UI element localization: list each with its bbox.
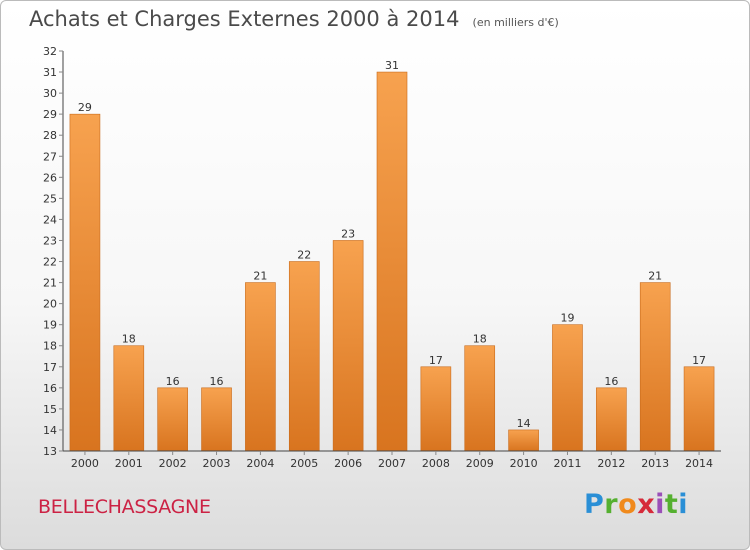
value-label-2005: 22 [297, 249, 311, 262]
x-tick-label-2003: 2003 [203, 457, 231, 470]
value-label-2002: 16 [166, 375, 180, 388]
bar-2006 [332, 240, 364, 452]
logo-letter: P [584, 489, 605, 520]
bar-2011 [552, 324, 583, 452]
value-label-2013: 21 [648, 270, 662, 283]
x-tick-label-2008: 2008 [422, 457, 450, 470]
x-tick-label-2006: 2006 [334, 457, 362, 470]
value-label-2010: 14 [517, 417, 531, 430]
logo-letter: i [678, 489, 689, 520]
logo-letter: t [664, 489, 679, 520]
y-tick-label-15: 15 [43, 403, 57, 416]
logo-letter: x [637, 489, 656, 520]
bar-2003 [201, 387, 232, 452]
x-tick-label-2011: 2011 [553, 457, 581, 470]
bar-2014 [683, 366, 715, 452]
y-tick-label-21: 21 [43, 277, 57, 290]
y-axis: 13 14 15 16 17 18 19 20 21 22 23 24 25 26 27 28 29 30 31 32 [43, 45, 64, 458]
chart-title: Achats et Charges Externes 2000 à 2014 (… [29, 7, 559, 31]
proxiti-logo[interactable]: Proxiti [584, 489, 688, 520]
y-tick-label-18: 18 [43, 340, 57, 353]
y-tick-label-28: 28 [43, 129, 57, 142]
y-tick-label-20: 20 [43, 298, 57, 311]
y-tick-label-16: 16 [43, 382, 57, 395]
x-tick-label-2013: 2013 [641, 457, 669, 470]
y-tick-label-31: 31 [43, 66, 57, 79]
value-label-2004: 21 [253, 270, 267, 283]
y-tick-label-17: 17 [43, 361, 57, 374]
x-tick-label-2000: 2000 [71, 457, 99, 470]
bar-2009 [464, 345, 496, 452]
bar-2004 [245, 282, 276, 452]
x-tick-label-2012: 2012 [597, 457, 625, 470]
chart-title-main: Achats et Charges Externes 2000 à 2014 [29, 7, 460, 31]
bar-2010 [508, 429, 539, 452]
y-tick-label-25: 25 [43, 192, 57, 205]
value-label-2001: 18 [122, 333, 136, 346]
y-tick-label-23: 23 [43, 234, 57, 247]
bar-2012 [596, 387, 627, 452]
x-tick-label-2009: 2009 [466, 457, 494, 470]
y-tick-label-14: 14 [43, 424, 57, 437]
y-tick-label-22: 22 [43, 256, 57, 269]
y-tick-label-32: 32 [43, 45, 57, 58]
x-tick-label-2004: 2004 [246, 457, 274, 470]
value-label-2007: 31 [385, 59, 399, 72]
logo-letter: i [655, 489, 665, 520]
y-tick-label-30: 30 [43, 87, 57, 100]
bar-2005 [288, 261, 320, 452]
bar-2000 [69, 113, 101, 452]
y-tick-label-24: 24 [43, 213, 57, 226]
bar-2007 [376, 71, 408, 452]
value-label-2012: 16 [604, 375, 618, 388]
x-axis: 2000 2001 2002 2003 2004 2005 2006 2007 2008 2009… [63, 450, 721, 470]
value-labels-group: 29 18 16 16 21 22 23 31 17 18 14 19 16 21 17 [78, 59, 706, 430]
y-tick-label-27: 27 [43, 150, 57, 163]
x-tick-label-2002: 2002 [159, 457, 187, 470]
value-label-2000: 29 [78, 101, 92, 114]
value-label-2009: 18 [473, 333, 487, 346]
y-tick-label-13: 13 [43, 445, 57, 458]
x-tick-label-2005: 2005 [290, 457, 318, 470]
logo-letter: r [604, 489, 619, 520]
bar-2002 [157, 387, 188, 452]
y-tick-label-19: 19 [43, 319, 57, 332]
x-tick-label-2007: 2007 [378, 457, 406, 470]
value-label-2014: 17 [692, 354, 706, 367]
value-label-2008: 17 [429, 354, 443, 367]
bars-group [69, 71, 715, 452]
value-label-2006: 23 [341, 227, 355, 240]
bar-2013 [639, 282, 671, 452]
value-label-2011: 19 [560, 312, 574, 325]
bar-2008 [420, 366, 452, 452]
bar-2001 [113, 345, 145, 452]
value-label-2003: 16 [210, 375, 224, 388]
logo-letter: o [618, 489, 638, 520]
x-tick-label-2010: 2010 [510, 457, 538, 470]
chart-title-unit: (en milliers d'€) [472, 16, 559, 29]
x-tick-label-2001: 2001 [115, 457, 143, 470]
y-tick-label-26: 26 [43, 171, 57, 184]
x-tick-label-2014: 2014 [685, 457, 713, 470]
y-tick-label-29: 29 [43, 108, 57, 121]
commune-name: BELLECHASSAGNE [38, 496, 211, 518]
